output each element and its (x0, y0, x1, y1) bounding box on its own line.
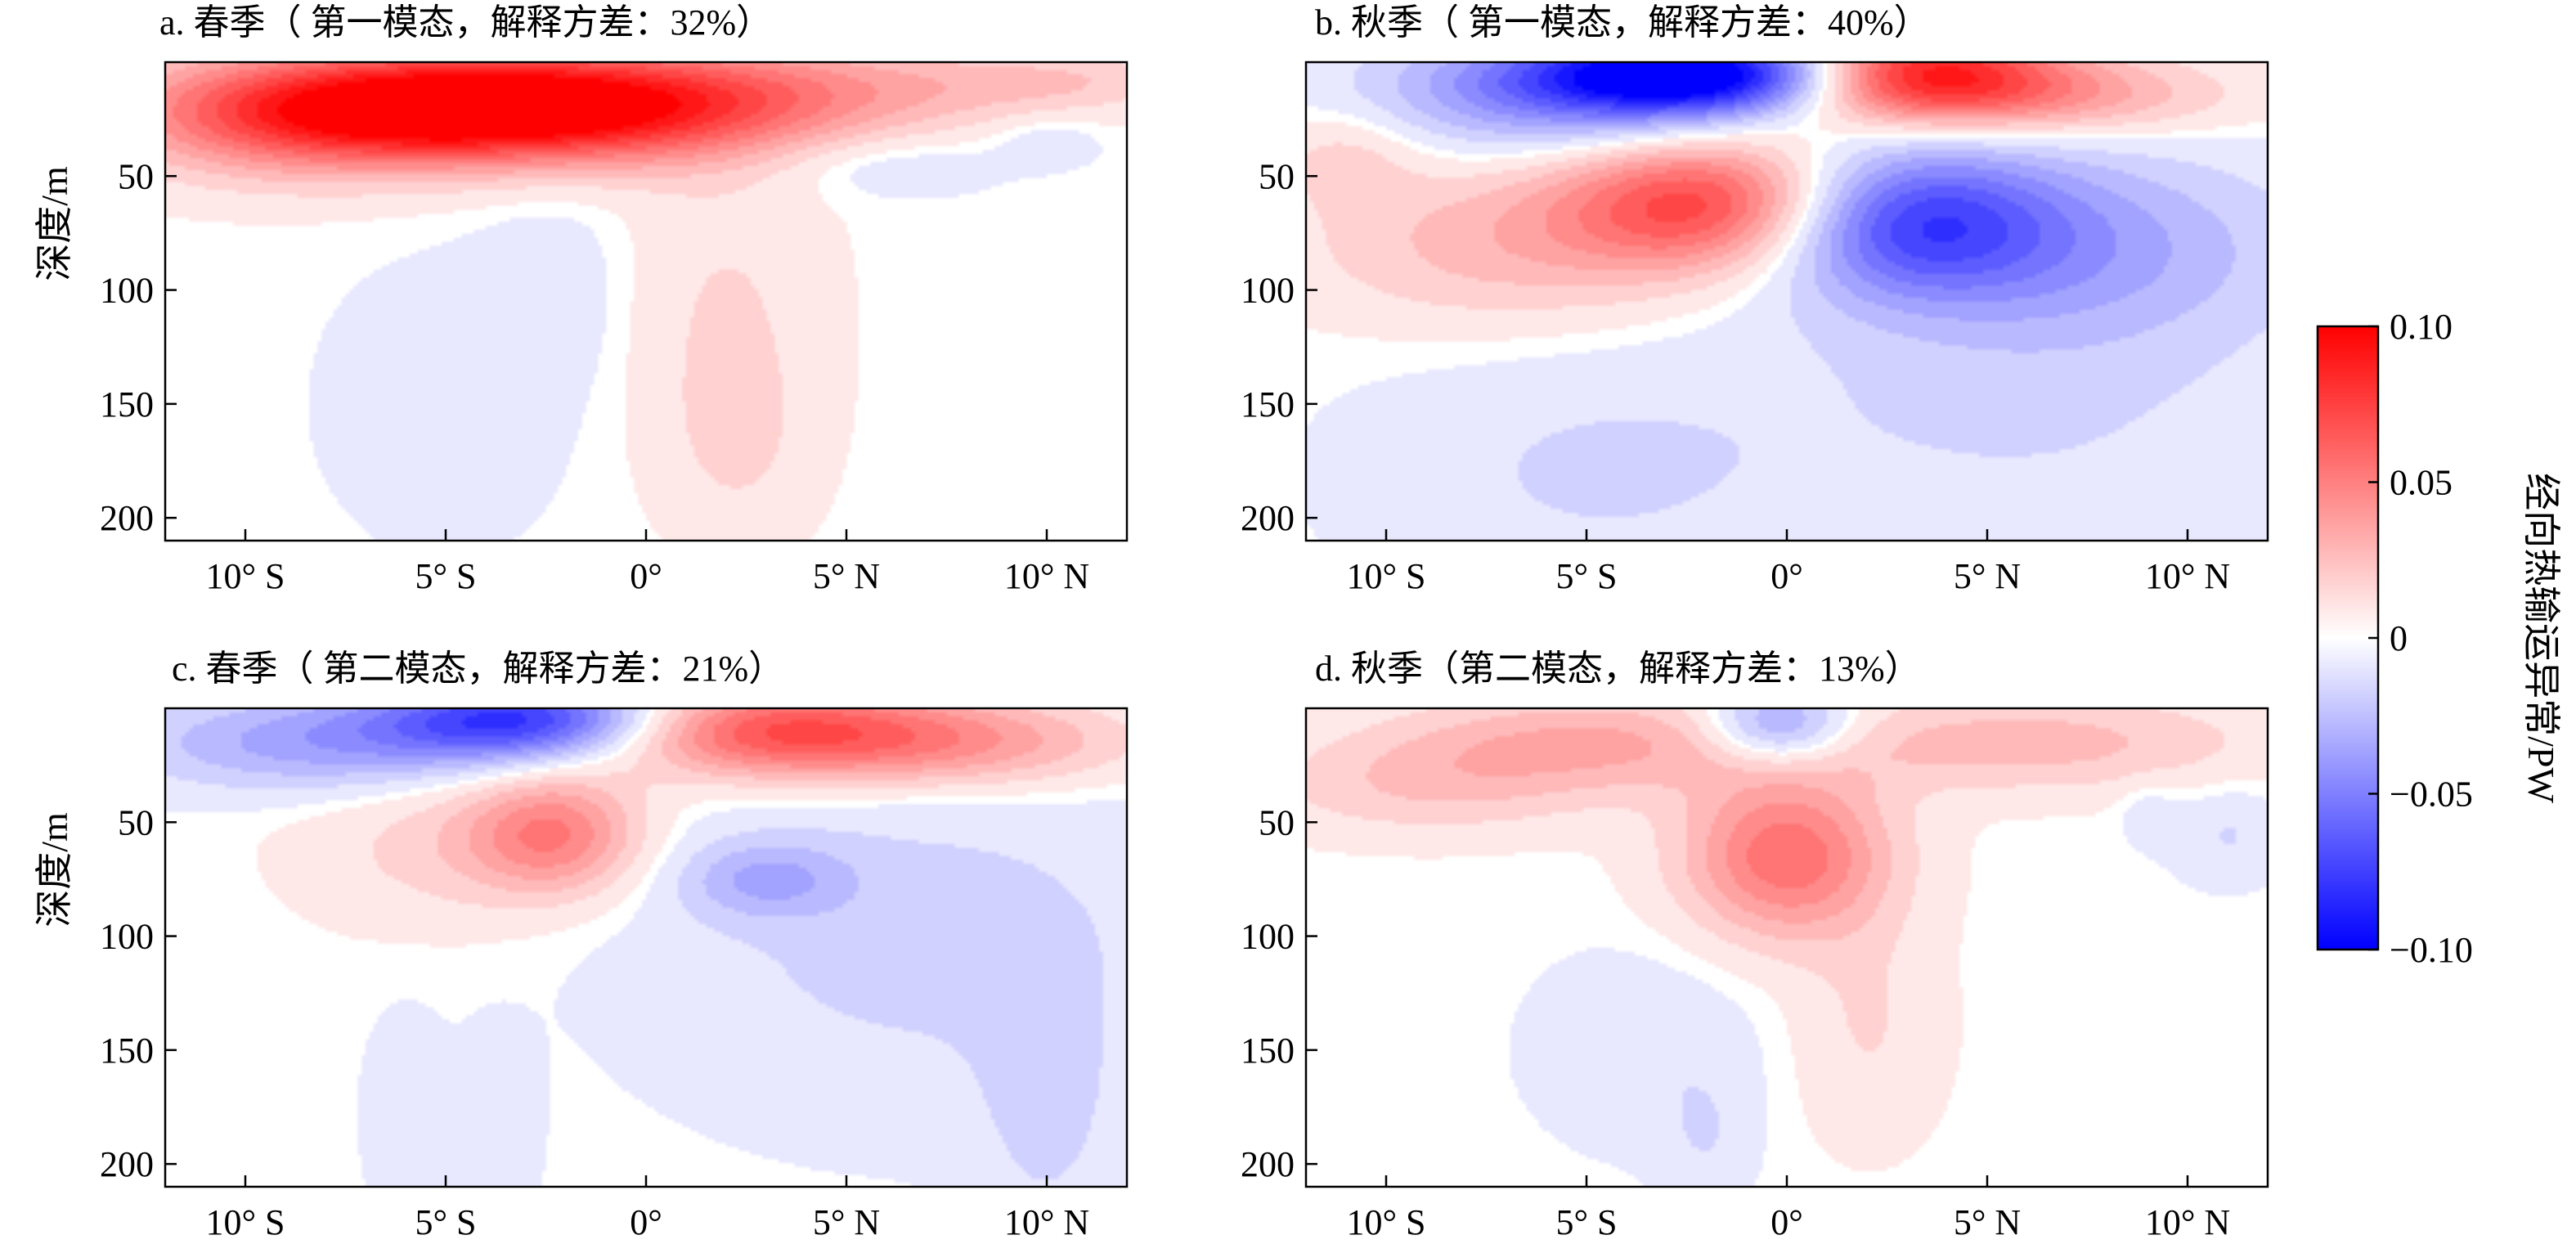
y-tick-label: 100 (100, 917, 154, 957)
colorbar-label: 经向热输运异常/PW (2520, 473, 2562, 803)
y-tick-label: 100 (100, 271, 154, 311)
x-tick-label: 5° S (1555, 1202, 1617, 1242)
x-tick-label: 10° N (2145, 556, 2230, 596)
heatmap-field (1306, 708, 2268, 1187)
x-tick-label: 5° N (1954, 1202, 2021, 1242)
x-tick-label: 0° (1770, 1202, 1803, 1242)
y-tick-label: 50 (1259, 156, 1295, 196)
y-axis-label: 深度/m (34, 166, 75, 281)
y-tick-label: 200 (1241, 498, 1295, 538)
x-tick-label: 0° (1770, 556, 1803, 596)
x-tick-label: 5° S (415, 556, 476, 596)
panel-title: a. 春季（ 第一模态，解释方差：32%） (159, 2, 772, 43)
y-tick-label: 50 (118, 156, 154, 196)
x-tick-label: 5° S (415, 1202, 476, 1242)
colorbar-tick-label: −0.10 (2390, 930, 2473, 970)
y-tick-label: 50 (1259, 802, 1295, 842)
panel-d: 10° S 5° S 0° 5° N 10° N 50 100 150 200 d. 秋季（第二模… (1241, 649, 2269, 1242)
panel-title: b. 秋季（ 第一模态，解释方差：40%） (1315, 2, 1930, 43)
y-tick-label: 150 (1241, 1031, 1295, 1071)
x-tick-label: 10° S (1346, 1202, 1425, 1242)
x-tick-label: 5° N (813, 556, 880, 596)
y-tick-label: 150 (100, 1031, 154, 1071)
x-tick-label: 10° N (1004, 1202, 1089, 1242)
panel-title: c. 春季（ 第二模态，解释方差：21%） (172, 649, 784, 689)
y-tick-label: 150 (1241, 384, 1295, 424)
x-tick-label: 10° S (205, 556, 285, 596)
x-tick-label: 10° N (1004, 556, 1089, 596)
x-tick-label: 10° S (1346, 556, 1425, 596)
x-tick-label: 10° N (2145, 1202, 2230, 1242)
x-tick-label: 5° S (1555, 556, 1617, 596)
y-tick-label: 200 (100, 1144, 154, 1184)
y-tick-label: 200 (100, 498, 154, 538)
panel-a: 10° S 5° S 0° 5° N 10° N 50 100 150 200 a. 春季（ 第一… (34, 2, 1129, 596)
x-tick-label: 0° (630, 1202, 662, 1242)
heatmap-field (1306, 62, 2268, 541)
heatmap-field (165, 62, 1127, 541)
x-tick-label: 10° S (205, 1202, 285, 1242)
colorbar: 0.10 0.05 0 −0.05 −0.10 经向热输运异常/PW (2316, 307, 2562, 970)
y-tick-label: 150 (100, 384, 154, 424)
panel-title: d. 秋季（第二模态，解释方差：13%） (1315, 649, 1921, 689)
panel-b: 10° S 5° S 0° 5° N 10° N 50 100 150 200 b. 秋季（ 第一… (1241, 2, 2269, 596)
y-tick-label: 100 (1241, 271, 1295, 311)
x-tick-label: 0° (630, 556, 662, 596)
x-tick-label: 5° N (813, 1202, 880, 1242)
colorbar-tick-label: −0.05 (2390, 775, 2473, 815)
heatmap-field (165, 708, 1127, 1187)
y-tick-label: 100 (1241, 917, 1295, 957)
colorbar-tick-label: 0 (2390, 618, 2408, 658)
colorbar-tick-label: 0.05 (2390, 463, 2453, 503)
colorbar-tick-label: 0.10 (2390, 307, 2453, 347)
x-tick-label: 5° N (1954, 556, 2021, 596)
panel-c: 10° S 5° S 0° 5° N 10° N 50 100 150 200 c. 春季（ 第二… (34, 649, 1129, 1242)
y-tick-label: 200 (1241, 1144, 1295, 1184)
y-tick-label: 50 (118, 802, 154, 842)
y-axis-label: 深度/m (34, 812, 75, 927)
